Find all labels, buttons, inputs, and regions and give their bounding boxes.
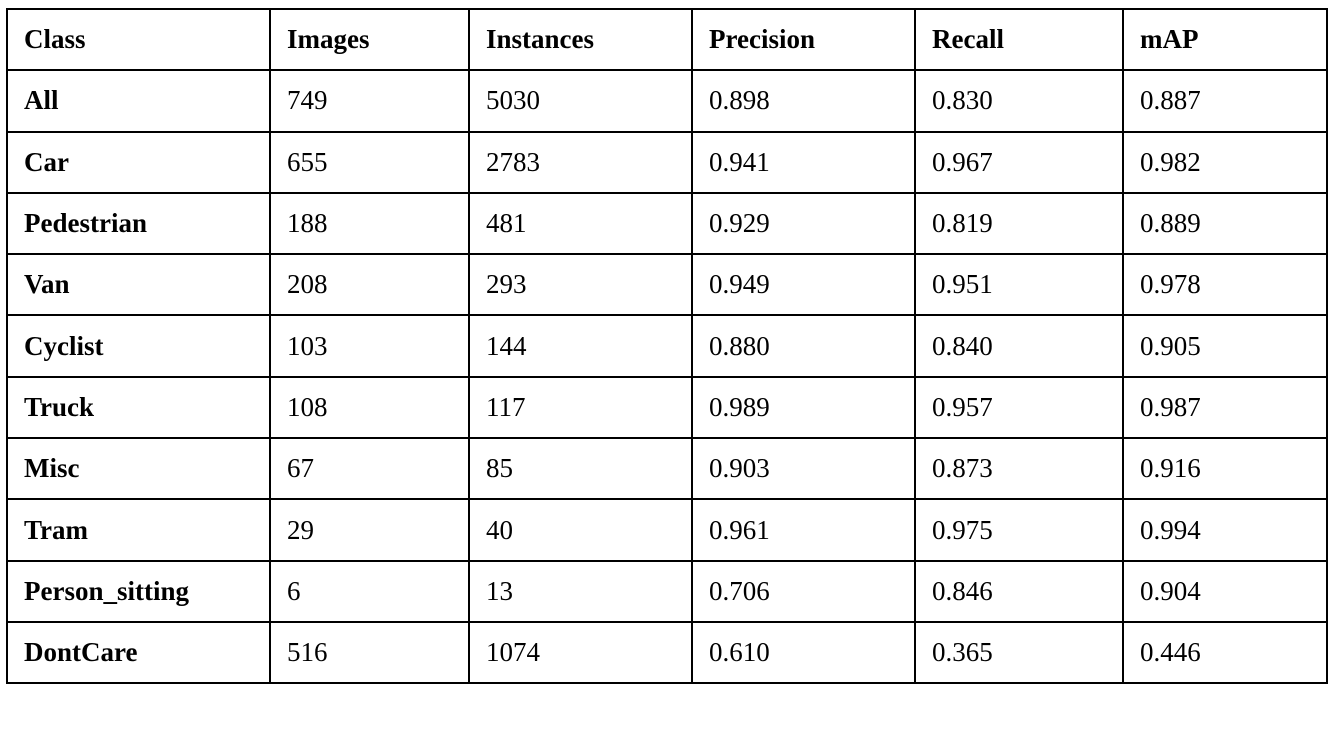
value-cell: 0.706 — [691, 559, 916, 623]
value-cell: 0.903 — [691, 437, 916, 501]
value-cell: 0.961 — [691, 498, 916, 562]
value-cell: 108 — [269, 375, 470, 440]
value-cell: 1074 — [468, 620, 693, 685]
value-cell: 0.951 — [914, 253, 1124, 317]
value-cell: 0.978 — [1122, 253, 1328, 317]
value-cell: 0.989 — [691, 375, 916, 440]
table-row: DontCare 516 1074 0.610 0.365 0.446 — [6, 620, 1328, 685]
value-cell: 6 — [269, 559, 470, 623]
value-cell: 0.610 — [691, 620, 916, 685]
header-cell: Precision — [691, 7, 916, 72]
class-cell: Truck — [6, 375, 271, 440]
table-row: Misc 67 85 0.903 0.873 0.916 — [6, 437, 1328, 501]
table-row: Pedestrian 188 481 0.929 0.819 0.889 — [6, 191, 1328, 256]
table-body: All 749 5030 0.898 0.830 0.887 Car 655 2783 0.941… — [6, 69, 1328, 685]
class-cell: Tram — [6, 498, 271, 562]
value-cell: 655 — [269, 130, 470, 194]
value-cell: 0.987 — [1122, 375, 1328, 440]
value-cell: 0.905 — [1122, 314, 1328, 378]
header-cell: Instances — [468, 7, 693, 72]
class-cell: DontCare — [6, 620, 271, 685]
value-cell: 13 — [468, 559, 693, 623]
value-cell: 516 — [269, 620, 470, 685]
value-cell: 0.929 — [691, 191, 916, 256]
value-cell: 5030 — [468, 69, 693, 133]
table-row: Tram 29 40 0.961 0.975 0.994 — [6, 498, 1328, 562]
value-cell: 0.982 — [1122, 130, 1328, 194]
value-cell: 0.880 — [691, 314, 916, 378]
value-cell: 0.916 — [1122, 437, 1328, 501]
header-cell: mAP — [1122, 7, 1328, 72]
value-cell: 0.846 — [914, 559, 1124, 623]
value-cell: 293 — [468, 253, 693, 317]
value-cell: 103 — [269, 314, 470, 378]
class-cell: All — [6, 69, 271, 133]
value-cell: 85 — [468, 437, 693, 501]
table-row: Car 655 2783 0.941 0.967 0.982 — [6, 130, 1328, 194]
value-cell: 0.889 — [1122, 191, 1328, 256]
value-cell: 0.887 — [1122, 69, 1328, 133]
value-cell: 67 — [269, 437, 470, 501]
value-cell: 188 — [269, 191, 470, 256]
class-cell: Misc — [6, 437, 271, 501]
value-cell: 0.957 — [914, 375, 1124, 440]
value-cell: 208 — [269, 253, 470, 317]
header-cell: Recall — [914, 7, 1124, 72]
value-cell: 29 — [269, 498, 470, 562]
value-cell: 0.873 — [914, 437, 1124, 501]
table-row: Van 208 293 0.949 0.951 0.978 — [6, 253, 1328, 317]
value-cell: 0.941 — [691, 130, 916, 194]
table-row: All 749 5030 0.898 0.830 0.887 — [6, 69, 1328, 133]
header-row: Class Images Instances Precision Recall mAP — [6, 7, 1328, 72]
value-cell: 2783 — [468, 130, 693, 194]
value-cell: 117 — [468, 375, 693, 440]
class-cell: Van — [6, 253, 271, 317]
header-cell: Class — [6, 7, 271, 72]
table-row: Cyclist 103 144 0.880 0.840 0.905 — [6, 314, 1328, 378]
value-cell: 0.949 — [691, 253, 916, 317]
class-cell: Cyclist — [6, 314, 271, 378]
class-cell: Person_sitting — [6, 559, 271, 623]
results-table: Class Images Instances Precision Recall mAP A… — [6, 7, 1328, 685]
value-cell: 0.446 — [1122, 620, 1328, 685]
value-cell: 40 — [468, 498, 693, 562]
class-cell: Car — [6, 130, 271, 194]
value-cell: 0.830 — [914, 69, 1124, 133]
header-cell: Images — [269, 7, 470, 72]
value-cell: 0.967 — [914, 130, 1124, 194]
value-cell: 0.365 — [914, 620, 1124, 685]
class-cell: Pedestrian — [6, 191, 271, 256]
value-cell: 0.994 — [1122, 498, 1328, 562]
value-cell: 144 — [468, 314, 693, 378]
value-cell: 0.840 — [914, 314, 1124, 378]
table-row: Truck 108 117 0.989 0.957 0.987 — [6, 375, 1328, 440]
value-cell: 481 — [468, 191, 693, 256]
value-cell: 0.819 — [914, 191, 1124, 256]
value-cell: 0.904 — [1122, 559, 1328, 623]
value-cell: 749 — [269, 69, 470, 133]
value-cell: 0.975 — [914, 498, 1124, 562]
table-row: Person_sitting 6 13 0.706 0.846 0.904 — [6, 559, 1328, 623]
value-cell: 0.898 — [691, 69, 916, 133]
